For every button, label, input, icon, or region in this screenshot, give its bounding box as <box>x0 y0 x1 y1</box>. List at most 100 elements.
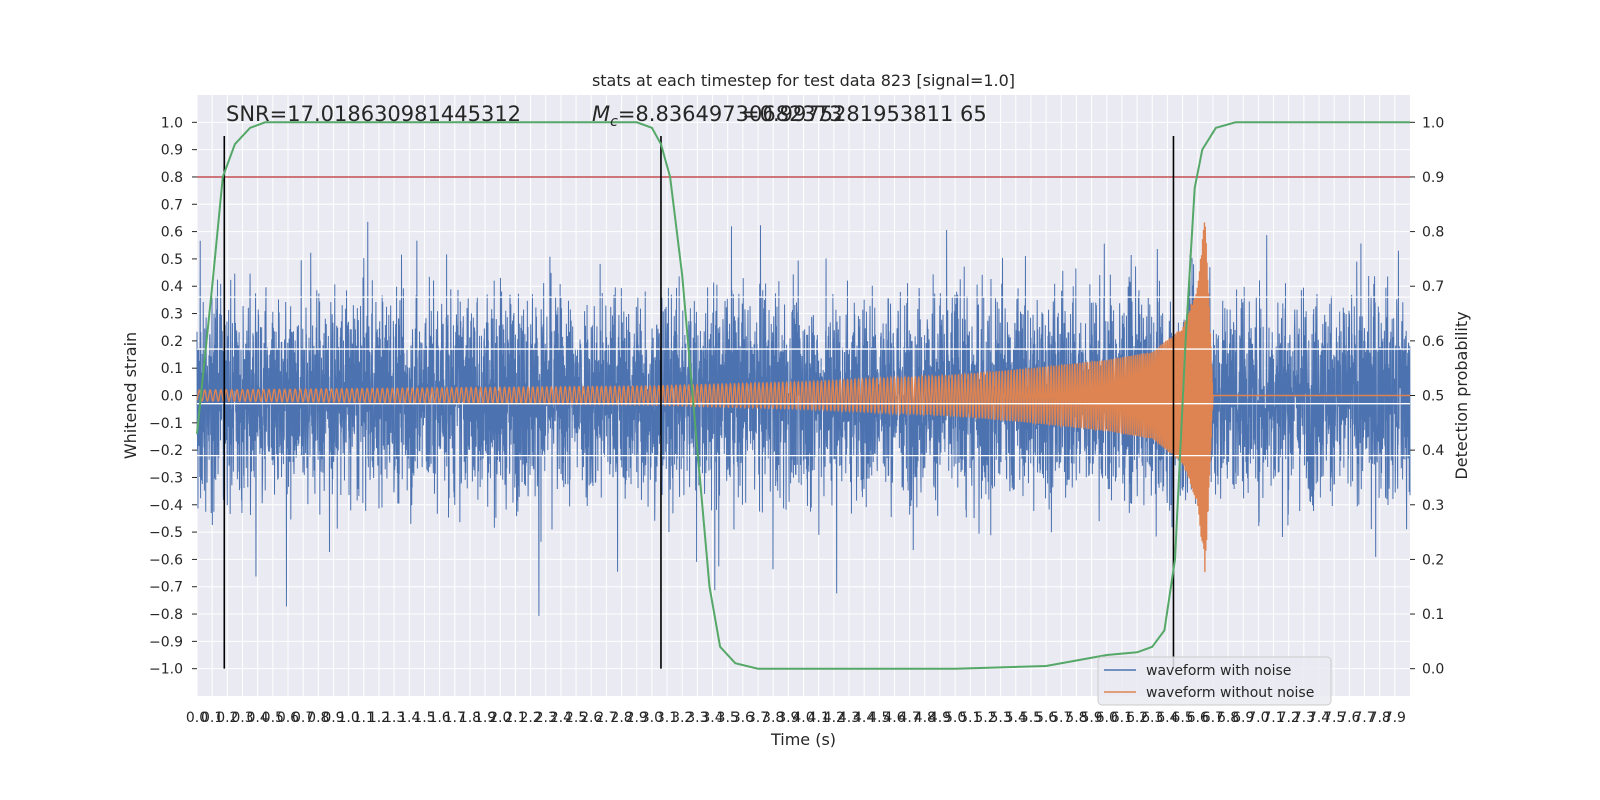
legend-box <box>1097 656 1332 706</box>
y2-tick-label: 0.5 <box>1422 389 1444 405</box>
x-tick-label: 1.1 <box>353 710 375 726</box>
y2-tick-label: 0.7 <box>1422 279 1444 295</box>
x-tick-label: 1.6 <box>428 710 450 726</box>
x-tick-label: 6.3 <box>1141 710 1163 726</box>
x-tick-label: 6.7 <box>1202 710 1224 726</box>
x-tick-label: 4.5 <box>868 710 890 726</box>
vertical-markers <box>223 135 1175 669</box>
x-tick-label: 2.5 <box>565 710 587 726</box>
clean-waveform-series <box>196 222 1410 573</box>
x-tick-label: 3.1 <box>656 710 678 726</box>
x-tick-label: 1.0 <box>337 710 359 726</box>
x-tick-label: 7.3 <box>1293 710 1315 726</box>
x-tick-label: 5.7 <box>1050 710 1072 726</box>
x-tick-label: 7.1 <box>1262 710 1284 726</box>
white-horizontal-lines <box>197 296 1410 457</box>
x-tick-label: 7.7 <box>1353 710 1375 726</box>
y-tick-label: −0.6 <box>149 552 183 568</box>
y-tick-label: 0.4 <box>161 279 183 295</box>
x-tick-label: 5.2 <box>974 710 996 726</box>
x-tick-label: 2.2 <box>519 710 541 726</box>
y-tick-label: −0.9 <box>149 634 183 650</box>
y-tick-label: 1.0 <box>161 115 183 131</box>
x-tick-label: 0.4 <box>247 710 269 726</box>
x-tick-label: 0.9 <box>322 710 344 726</box>
y-tick-label: 0.7 <box>161 197 183 213</box>
y2-tick-label: 0.4 <box>1422 443 1444 459</box>
x-tick-label: 1.5 <box>413 710 435 726</box>
x-tick-label: 4.2 <box>823 710 845 726</box>
x-tick-label: 5.8 <box>1065 710 1087 726</box>
y-tick-label: 0.6 <box>161 225 183 241</box>
x-tick-label: 3.0 <box>641 710 663 726</box>
x-tick-label: 4.9 <box>929 710 951 726</box>
y-tick-label: 0.5 <box>161 252 183 268</box>
x-tick-label: 3.5 <box>717 710 739 726</box>
x-tick-label: 3.4 <box>701 710 723 726</box>
y-tick-label: −0.3 <box>149 470 183 486</box>
chart-title: stats at each timestep for test data 823… <box>592 71 1015 90</box>
x-tick-label: 0.3 <box>231 710 253 726</box>
x-tick-label: 7.9 <box>1384 710 1406 726</box>
legend-entry-label: waveform with noise <box>1146 663 1291 679</box>
x-tick-label: 5.6 <box>1035 710 1057 726</box>
x-tick-label: 3.3 <box>686 710 708 726</box>
x-tick-label: 7.8 <box>1369 710 1391 726</box>
y-tick-label: −0.8 <box>149 607 183 623</box>
tick-labels: 0.00.10.20.30.40.50.60.70.80.91.01.11.21… <box>149 115 1444 726</box>
y-tick-label: −0.1 <box>149 416 183 432</box>
x-tick-label: 4.1 <box>808 710 830 726</box>
x-tick-label: 2.7 <box>595 710 617 726</box>
x-tick-label: 2.1 <box>504 710 526 726</box>
x-tick-label: 7.5 <box>1323 710 1345 726</box>
x-tick-label: 5.4 <box>1005 710 1027 726</box>
x-tick-label: 6.6 <box>1187 710 1209 726</box>
x-tick-label: 0.8 <box>307 710 329 726</box>
y-tick-label: 0.9 <box>161 143 183 159</box>
y-tick-label: 0.8 <box>161 170 183 186</box>
y-tick-label: −1.0 <box>149 662 183 678</box>
y2-tick-label: 0.8 <box>1422 225 1444 241</box>
y2-tick-label: 0.0 <box>1422 662 1444 678</box>
x-tick-label: 4.6 <box>883 710 905 726</box>
y-tick-label: −0.4 <box>149 498 183 514</box>
x-tick-label: 7.4 <box>1308 710 1330 726</box>
x-tick-label: 4.3 <box>838 710 860 726</box>
x-tick-label: 6.0 <box>1096 710 1118 726</box>
x-axis-label: Time (s) <box>770 730 836 749</box>
x-tick-label: 6.9 <box>1232 710 1254 726</box>
x-tick-label: 0.7 <box>292 710 314 726</box>
y2-tick-label: 0.6 <box>1422 334 1444 350</box>
x-tick-label: 2.0 <box>489 710 511 726</box>
x-tick-label: 2.6 <box>580 710 602 726</box>
overlap-annotation: =0.9975281953811 65 <box>742 102 987 126</box>
x-tick-label: 2.4 <box>550 710 572 726</box>
legend: waveform with noise waveform without nois… <box>1097 656 1332 706</box>
x-tick-label: 4.8 <box>914 710 936 726</box>
clean-waveform-line <box>196 222 1410 573</box>
y-tick-label: 0.2 <box>161 334 183 350</box>
x-tick-label: 4.7 <box>899 710 921 726</box>
x-tick-label: 5.5 <box>1020 710 1042 726</box>
x-tick-label: 1.2 <box>368 710 390 726</box>
x-tick-label: 6.2 <box>1126 710 1148 726</box>
x-tick-label: 1.4 <box>398 710 420 726</box>
x-tick-label: 7.0 <box>1247 710 1269 726</box>
x-tick-label: 3.8 <box>762 710 784 726</box>
y2-tick-label: 0.2 <box>1422 552 1444 568</box>
detection-probability-series <box>196 121 1410 670</box>
x-tick-label: 0.6 <box>277 710 299 726</box>
y2-tick-label: 1.0 <box>1422 115 1444 131</box>
x-tick-label: 2.3 <box>535 710 557 726</box>
x-tick-label: 4.0 <box>792 710 814 726</box>
x-tick-label: 0.1 <box>201 710 223 726</box>
x-tick-label: 5.1 <box>959 710 981 726</box>
y-tick-label: 0.1 <box>161 361 183 377</box>
y-tick-label: −0.5 <box>149 525 183 541</box>
x-tick-label: 6.5 <box>1171 710 1193 726</box>
legend-entry-label: waveform without noise <box>1146 685 1314 701</box>
y-tick-label: 0.0 <box>161 389 183 405</box>
x-tick-label: 1.8 <box>459 710 481 726</box>
x-tick-label: 3.9 <box>777 710 799 726</box>
x-tick-label: 3.7 <box>747 710 769 726</box>
